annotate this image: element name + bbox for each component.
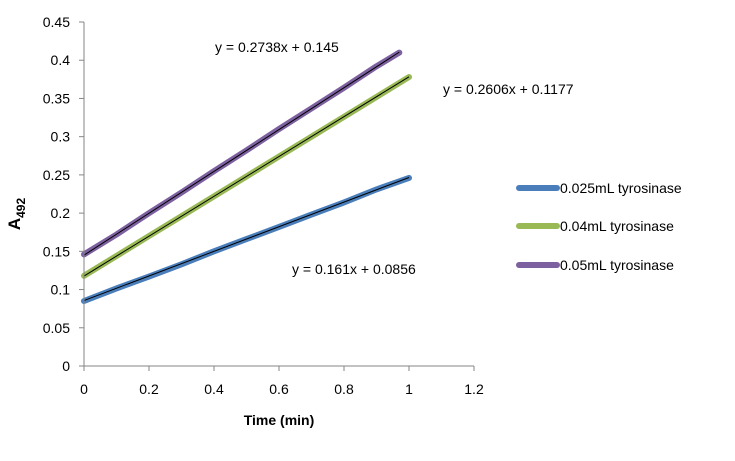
y-tick-label: 0.1 xyxy=(51,282,71,298)
trendline xyxy=(83,51,400,256)
y-tick-label: 0 xyxy=(62,358,70,374)
y-tick-label: 0.45 xyxy=(43,14,70,30)
x-tick-label: 0.8 xyxy=(334,381,354,397)
x-tick-label: 0.2 xyxy=(139,381,159,397)
y-tick-label: 0.4 xyxy=(51,52,71,68)
y-tick-label: 0.35 xyxy=(43,90,70,106)
y-tick-label: 0.3 xyxy=(51,129,71,145)
x-tick-label: 0 xyxy=(80,381,88,397)
trendline xyxy=(83,177,410,302)
trendline-equations: y = 0.161x + 0.0856 y = 0.2606x + 0.1177 y… xyxy=(215,39,574,277)
legend: 0.025mL tyrosinase 0.04mL tyrosinase 0.05m… xyxy=(516,180,682,273)
svg-text:A492: A492 xyxy=(5,198,28,231)
y-axis-title-main: A xyxy=(5,218,24,230)
y-axis-title: A492 xyxy=(5,198,28,231)
trendline-equation: y = 0.2738x + 0.145 xyxy=(215,39,339,55)
plot-area xyxy=(81,49,412,304)
x-tick-label: 0.4 xyxy=(204,381,224,397)
y-tick-label: 0.15 xyxy=(43,243,70,259)
y-tick-label: 0.25 xyxy=(43,167,70,183)
legend-label: 0.05mL tyrosinase xyxy=(560,257,674,273)
ticks: 0 0.05 0.1 0.15 0.2 0.25 0.3 0.35 0.4 0.45 0 0.2 0.4… xyxy=(43,14,484,397)
trendline-equation: y = 0.161x + 0.0856 xyxy=(292,261,416,277)
y-tick-label: 0.2 xyxy=(51,205,71,221)
x-axis-title: Time (min) xyxy=(244,412,315,428)
legend-label: 0.025mL tyrosinase xyxy=(560,180,682,196)
x-tick-label: 1 xyxy=(405,381,413,397)
trendline-equation: y = 0.2606x + 0.1177 xyxy=(443,81,574,97)
legend-label: 0.04mL tyrosinase xyxy=(560,218,674,234)
y-axis-title-subscript: 492 xyxy=(14,198,28,218)
x-tick-label: 1.2 xyxy=(464,381,484,397)
axes xyxy=(83,22,474,367)
x-tick-label: 0.6 xyxy=(269,381,289,397)
y-tick-label: 0.05 xyxy=(43,320,70,336)
trendline xyxy=(83,76,410,277)
